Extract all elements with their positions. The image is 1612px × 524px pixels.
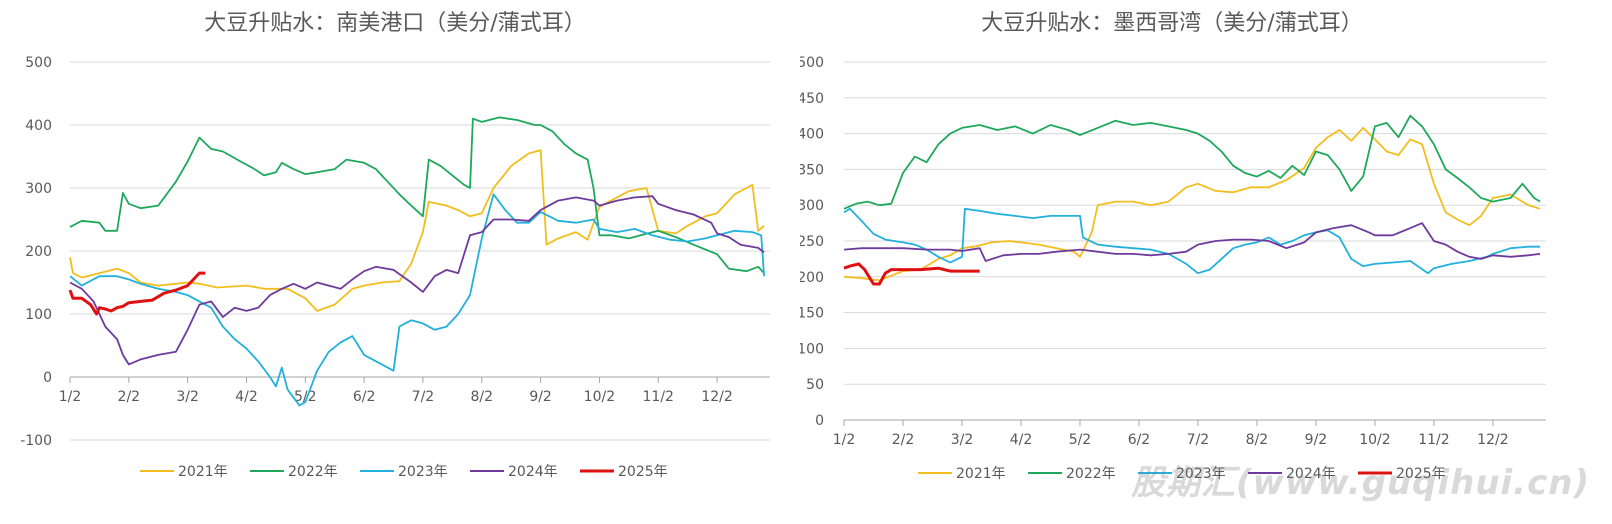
x-tick-label: 10/2	[584, 389, 615, 405]
y-tick-label: 0	[815, 413, 824, 429]
chart-title: 大豆升贴水：墨西哥湾（美分/蒲式耳）	[981, 11, 1362, 36]
x-tick-label: 8/2	[470, 389, 493, 405]
line-chart-gulf-of-mexico: 大豆升贴水：墨西哥湾（美分/蒲式耳） 0 50 100 150 200 250 300 350 4…	[797, 11, 1546, 482]
x-tick-label: 9/2	[1305, 432, 1328, 448]
legend-label: 2022年	[288, 464, 338, 480]
x-tick-label: 9/2	[529, 389, 552, 405]
x-tick-label: 12/2	[701, 389, 732, 405]
y-tick-label: 500	[25, 55, 52, 71]
y-tick-label: 450	[800, 91, 824, 107]
chart-panel-south-america: 大豆升贴水：南美港口（美分/蒲式耳） -100 0 100 200 300 400 500 1/…	[0, 0, 800, 524]
chart-title: 大豆升贴水：南美港口（美分/蒲式耳）	[204, 11, 585, 36]
legend-label: 2025年	[1396, 466, 1446, 482]
y-tick-label: 100	[800, 341, 824, 357]
y-tick-label: -100	[20, 433, 52, 449]
x-tick-label: 10/2	[1359, 432, 1390, 448]
series-line	[69, 116, 765, 274]
x-tick-label: 2/2	[118, 389, 141, 405]
series-line	[68, 271, 206, 316]
series-line	[843, 127, 1541, 282]
series-line	[69, 149, 765, 312]
x-tick-label: 7/2	[412, 389, 435, 405]
series-line	[843, 207, 1541, 275]
x-tick-label: 2/2	[892, 432, 915, 448]
y-tick-label: 0	[43, 370, 52, 386]
series-line	[843, 262, 980, 286]
x-tick-label: 11/2	[643, 389, 674, 405]
x-tick-label: 7/2	[1187, 432, 1210, 448]
chart-panel-gulf-of-mexico: 大豆升贴水：墨西哥湾（美分/蒲式耳） 0 50 100 150 200 250 300 350 4…	[797, 0, 1612, 524]
legend-label: 2022年	[1066, 466, 1116, 482]
legend-label: 2024年	[1286, 466, 1336, 482]
legend-label: 2023年	[398, 464, 448, 480]
series-line	[69, 193, 765, 407]
line-chart-south-america-ports: 大豆升贴水：南美港口（美分/蒲式耳） -100 0 100 200 300 400 500 1/…	[20, 11, 770, 480]
y-tick-label: 200	[25, 244, 52, 260]
y-tick-label: 250	[800, 234, 824, 250]
legend-label: 2023年	[1176, 466, 1226, 482]
legend-label: 2024年	[508, 464, 558, 480]
y-tick-label: 350	[800, 162, 824, 178]
x-tick-label: 3/2	[951, 432, 974, 448]
y-tick-label: 400	[25, 118, 52, 134]
x-tick-label: 4/2	[235, 389, 258, 405]
legend-label: 2025年	[618, 464, 668, 480]
x-tick-label: 1/2	[59, 389, 82, 405]
x-tick-label: 1/2	[833, 432, 856, 448]
x-tick-label: 12/2	[1477, 432, 1508, 448]
x-tick-label: 4/2	[1010, 432, 1033, 448]
y-tick-label: 400	[800, 127, 824, 143]
legend-label: 2021年	[956, 466, 1006, 482]
y-tick-label: 50	[806, 377, 824, 393]
y-tick-label: 200	[800, 270, 824, 286]
y-tick-label: 300	[25, 181, 52, 197]
y-tick-label: 150	[800, 306, 824, 322]
x-tick-label: 5/2	[294, 389, 317, 405]
series-line	[69, 195, 765, 366]
x-tick-label: 5/2	[1069, 432, 1092, 448]
x-tick-label: 8/2	[1246, 432, 1269, 448]
x-tick-label: 6/2	[353, 389, 376, 405]
series-line	[843, 114, 1541, 210]
legend-label: 2021年	[178, 464, 228, 480]
x-tick-label: 6/2	[1128, 432, 1151, 448]
series-line	[843, 222, 1541, 262]
y-tick-label: 500	[800, 55, 824, 71]
y-tick-label: 100	[25, 307, 52, 323]
x-tick-label: 11/2	[1418, 432, 1449, 448]
y-tick-label: 300	[800, 198, 824, 214]
x-tick-label: 3/2	[176, 389, 199, 405]
